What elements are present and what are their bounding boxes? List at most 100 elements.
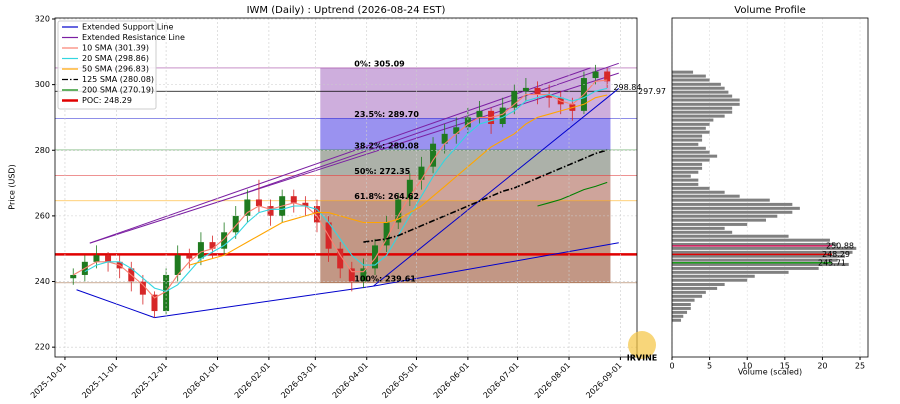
support-line (373, 88, 620, 287)
y-tick-label: 280 (35, 146, 50, 155)
resistance-line (89, 67, 591, 244)
candle-body (244, 199, 251, 216)
support-line (373, 242, 619, 287)
candle-body (290, 196, 297, 203)
candle-body (197, 242, 204, 259)
volume-bar (672, 278, 748, 282)
y-tick-label: 320 (35, 14, 50, 23)
legend-label: Extended Resistance Line (82, 33, 185, 42)
candle-body (209, 242, 216, 249)
candle-body (302, 202, 309, 207)
resistance-line (89, 72, 619, 244)
candle-body (186, 255, 193, 259)
candle-body (406, 179, 413, 200)
x-tick-label: 0 (669, 362, 674, 371)
candle-body (313, 206, 320, 223)
volume-bar (672, 270, 789, 274)
frame (54, 17, 638, 358)
level-label: 250.88 (826, 241, 854, 250)
support-line (154, 285, 374, 319)
candle-body (534, 87, 541, 95)
volume-bar (672, 314, 684, 318)
candle-body (383, 222, 390, 246)
volume-bar (672, 82, 721, 86)
candle-body (395, 199, 402, 223)
fib-label: 50%: 272.35 (354, 167, 410, 176)
volume-bar (672, 90, 729, 94)
candle-body (348, 268, 355, 282)
legend-label: POC: 248.29 (82, 96, 132, 105)
legend-label: Extended Support Line (82, 23, 173, 32)
candle-body (105, 255, 112, 262)
candle-body (546, 94, 553, 98)
volume-bar (672, 194, 740, 198)
candle-body (360, 268, 367, 282)
volume-bar (672, 126, 706, 130)
volume-bar (672, 282, 725, 286)
close-label: 297.97 (638, 87, 666, 96)
volume-bar (672, 262, 849, 266)
volume-bar (672, 122, 710, 126)
volume-bar (672, 142, 699, 146)
volume-bar (672, 78, 710, 82)
volume-bar (672, 154, 718, 158)
candle-body (232, 215, 239, 233)
volume-bar (672, 214, 778, 218)
legend-box (57, 20, 157, 110)
volume-bar (672, 190, 725, 194)
volume-bar (672, 98, 740, 102)
fib-label: 61.8%: 264.62 (354, 192, 419, 201)
fib-label: 23.5%: 289.70 (354, 110, 419, 119)
y-tick-label: 260 (35, 211, 50, 220)
candle-body (453, 127, 460, 134)
volume-bar (672, 226, 725, 230)
candle-body (163, 274, 170, 312)
x-tick-label: 25 (855, 362, 865, 371)
candle-body (337, 248, 344, 269)
volume-bar (672, 302, 691, 306)
volume-bar (672, 166, 703, 170)
candle-body (604, 71, 611, 82)
watermark: IRVINE (627, 354, 657, 363)
x-tick-label: 15 (780, 362, 790, 371)
volume-bar (672, 86, 725, 90)
x-tick-label: 5 (707, 362, 712, 371)
candle-body (267, 206, 274, 216)
legend-label: 50 SMA (296.83) (82, 65, 149, 74)
volume-bar (672, 134, 703, 138)
volume-bar (672, 174, 691, 178)
y-tick-label: 300 (35, 80, 50, 89)
volume-bar (672, 250, 853, 254)
frame (671, 17, 869, 358)
legend-label: 200 SMA (270.19) (82, 86, 154, 95)
chart-title: IWM (Daily) : Uptrend (2026-08-24 EST) (247, 5, 446, 16)
volume-bar (672, 74, 706, 78)
support-end-label: 298.84 (613, 83, 641, 92)
sma-line (84, 87, 608, 292)
sma-line (72, 79, 608, 299)
volume-bar (672, 266, 819, 270)
volume-bar (672, 162, 703, 166)
volume-bar (672, 234, 789, 238)
volume-bar (672, 138, 703, 142)
candle-body (255, 199, 262, 207)
volume-bar (672, 230, 733, 234)
volume-bar (672, 70, 694, 74)
volume-bar (672, 102, 740, 106)
fib-label: 0%: 305.09 (354, 59, 405, 68)
candle-body (372, 245, 379, 269)
volume-bar (672, 218, 767, 222)
volume-bar (672, 178, 699, 182)
candle-body (441, 133, 448, 144)
support-line (76, 289, 155, 319)
logo (628, 331, 656, 359)
fib-zone (320, 149, 611, 176)
resistance-line (240, 62, 619, 196)
candle-body (221, 232, 228, 249)
candle-body (151, 294, 158, 312)
volume-bar (672, 294, 703, 298)
volume-bar (672, 242, 838, 246)
plot (55, 62, 637, 319)
volume-bar (672, 106, 733, 110)
volume-bar (672, 246, 857, 250)
